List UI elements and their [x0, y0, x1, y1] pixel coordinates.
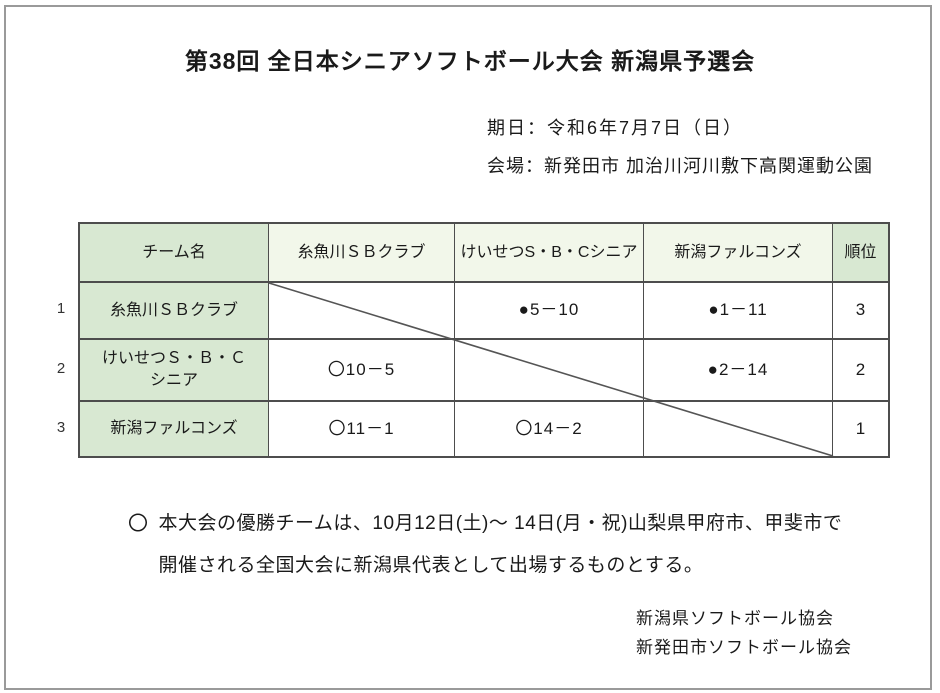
row-number: 3: [56, 419, 66, 436]
organization-city: 新発田市ソフトボール協会: [636, 638, 852, 657]
result-cell-self: [644, 402, 833, 456]
result-cell: ●2－14: [644, 340, 833, 402]
rank-cell: 3: [833, 283, 888, 340]
results-table: チーム名 糸魚川ＳＢクラブ けいせつS・B・Cシニア 新潟ファルコンズ 順位 糸…: [78, 222, 890, 458]
rank-cell: 1: [855, 418, 866, 438]
rank-header: 順位: [833, 224, 888, 283]
qualification-note: 〇 本大会の優勝チームは、10月12日(土)～ 14日(月・祝)山梨県甲府市、甲…: [128, 503, 842, 587]
rank-cell: 2: [833, 340, 888, 402]
event-date: 期日：令和6年7月7日（日）: [487, 118, 744, 138]
result-cell: 〇10－5: [269, 340, 455, 402]
team-name-cell: けいせつＳ・Ｂ・Ｃ シニア: [80, 340, 269, 402]
opponent-header-itoigawa: 糸魚川ＳＢクラブ: [269, 224, 455, 283]
opponent-header-falcons: 新潟ファルコンズ: [644, 224, 833, 283]
note-line-1: 本大会の優勝チームは、10月12日(土)～ 14日(月・祝)山梨県甲府市、甲斐市…: [158, 513, 843, 534]
page-title: 第38回 全日本シニアソフトボール大会 新潟県予選会: [184, 48, 756, 74]
result-cell-self: [455, 340, 644, 402]
row-number: 2: [56, 360, 66, 377]
opponent-header-keisetsu: けいせつS・B・Cシニア: [455, 224, 644, 283]
result-cell: ●5－10: [455, 283, 644, 340]
result-cell: ●1－11: [644, 283, 833, 340]
result-cell: 〇11－1: [269, 402, 455, 456]
result-cell: 〇14－2: [455, 402, 644, 456]
note-circle-mark: 〇: [128, 513, 149, 535]
event-venue: 会場：新発田市 加治川河川敷下高関運動公園: [487, 156, 873, 176]
row-number: 1: [56, 300, 66, 317]
result-cell-self: [269, 283, 455, 340]
team-name-cell: 糸魚川ＳＢクラブ: [80, 283, 269, 340]
note-text: 本大会の優勝チームは、10月12日(土)～ 14日(月・祝)山梨県甲府市、甲斐市…: [159, 503, 843, 587]
team-name-cell: 新潟ファルコンズ: [80, 402, 269, 456]
note-line-2: 開催される全国大会に新潟県代表として出場するものとする。: [158, 555, 704, 576]
organizations-block: 新潟県ソフトボール協会 新発田市ソフトボール協会: [636, 604, 852, 662]
organization-prefecture: 新潟県ソフトボール協会: [636, 609, 834, 628]
team-name-header: チーム名: [80, 224, 269, 283]
